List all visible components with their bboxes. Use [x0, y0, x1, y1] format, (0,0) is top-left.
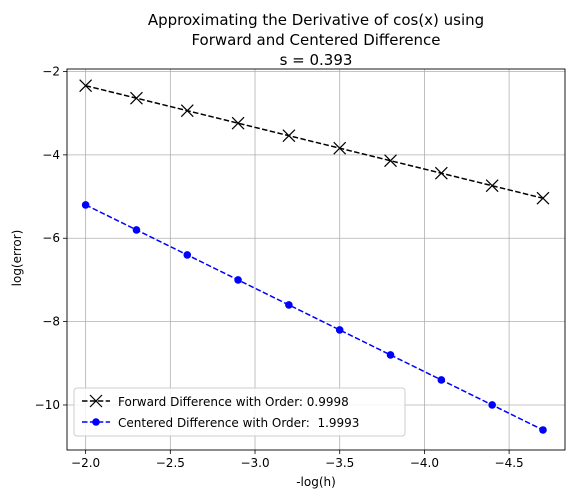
y-tick-label: −4 [42, 148, 60, 162]
chart-title-line-1: Approximating the Derivative of cos(x) u… [148, 11, 484, 29]
x-tick-label: −3.0 [240, 456, 269, 470]
data-point-2 [285, 301, 293, 309]
x-tick-label: −2.5 [156, 456, 185, 470]
data-point-1 [485, 179, 499, 193]
legend-forward-label: Forward Difference with Order: 0.9998 [118, 395, 349, 409]
data-point-2 [234, 276, 242, 284]
series-line-2 [85, 204, 544, 431]
x-tick-label: −4.5 [495, 456, 524, 470]
data-point-1 [282, 129, 296, 143]
y-tick-label: −10 [35, 398, 60, 412]
x-tick-label: −2.0 [71, 456, 100, 470]
data-point-2 [132, 226, 141, 234]
data-point-2 [335, 326, 344, 334]
legend-centered-label: Centered Difference with Order: 1.9993 [118, 416, 359, 430]
series-line-1 [85, 84, 544, 199]
data-point-1 [79, 79, 93, 93]
legend-box [73, 387, 406, 437]
x-axis-label: -log(h) [296, 475, 336, 489]
data-point-2 [386, 351, 395, 359]
plot-frame [66, 68, 566, 451]
series-layer [79, 79, 550, 434]
data-point-1 [231, 116, 245, 130]
data-point-1 [536, 191, 550, 205]
ticks: −2.0 −2.5 −3.0 −3.5 −4.0 −4.5 −2 −4 −6 −8 −10 [35, 65, 524, 470]
y-tick-label: −8 [42, 315, 60, 329]
chart-title-line-3: s = 0.393 [280, 51, 353, 69]
legend-centered-marker [92, 418, 100, 426]
data-point-2 [81, 201, 90, 209]
data-point-2 [488, 401, 496, 409]
data-point-1 [333, 141, 347, 155]
data-point-1 [180, 104, 194, 118]
y-tick-label: −6 [42, 231, 60, 245]
legend: Forward Difference with Order: 0.9998 Ce… [73, 387, 406, 437]
data-point-2 [437, 376, 446, 384]
chart-title-line-2: Forward and Centered Difference [191, 31, 440, 49]
x-tick-label: −3.5 [325, 456, 354, 470]
data-point-1 [434, 166, 448, 180]
legend-forward-marker [89, 394, 103, 408]
data-point-1 [130, 91, 143, 105]
y-tick-label: −2 [42, 65, 60, 79]
x-tick-label: −4.0 [410, 456, 439, 470]
data-point-1 [384, 154, 397, 168]
data-point-2 [183, 251, 192, 259]
data-point-2 [539, 426, 547, 434]
y-axis-label: log(error) [10, 230, 24, 287]
